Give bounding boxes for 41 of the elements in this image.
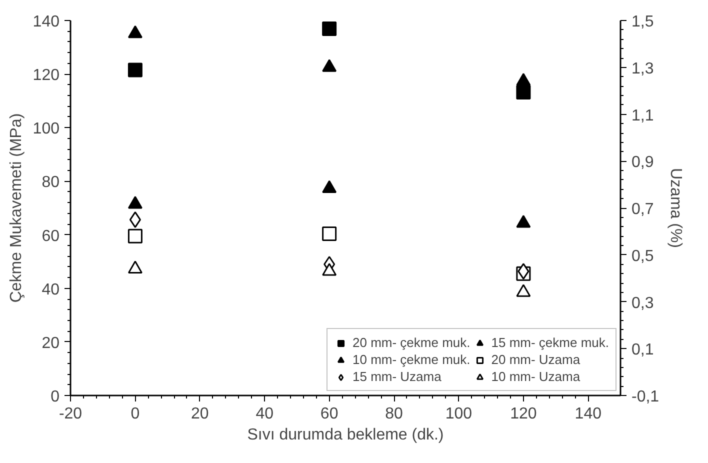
y-tick-label: 0 [50, 388, 60, 406]
y2-tick-label: 0,7 [632, 201, 654, 218]
y2-tick-label: 1,3 [632, 60, 654, 78]
y2-tick-label: 0,9 [632, 154, 654, 172]
x-tick-label: 120 [510, 406, 537, 422]
y2-tick-label: 1,5 [632, 14, 654, 30]
legend-label: 20 mm- Uzama [491, 352, 580, 367]
legend-label: 10 mm- Uzama [491, 369, 580, 384]
point [516, 215, 531, 228]
x-tick-label: 0 [130, 406, 140, 422]
x-tick-label: 60 [320, 406, 338, 422]
y-tick-label: 120 [32, 67, 60, 84]
x-tick-label: -20 [58, 406, 82, 422]
x-tick-label: 100 [445, 406, 472, 422]
y2-tick-label: 1,1 [632, 107, 654, 124]
y2-tick-label: 0,3 [632, 294, 654, 312]
legend-label: 10 mm- çekme muk. [352, 352, 470, 367]
point [128, 196, 142, 209]
x-tick-label: 20 [191, 406, 209, 422]
y-axis-title: Çekme Mukavemeti (MPa) [8, 113, 25, 303]
y-tick-label: 60 [42, 228, 60, 245]
legend-label: 15 mm- çekme muk. [491, 335, 609, 350]
x-axis-title: Sıvı durumda bekleme (dk.) [247, 426, 444, 444]
y2-axis-title: Uzama (%) [667, 168, 684, 248]
point [128, 25, 142, 38]
x-tick-label: 40 [256, 406, 274, 422]
x-tick-label: 80 [385, 406, 404, 422]
point [516, 73, 531, 86]
point [322, 59, 337, 72]
y-tick-label: 80 [42, 174, 60, 192]
point [322, 180, 337, 193]
x-tick-label: 140 [574, 406, 602, 422]
y-tick-label: 40 [42, 281, 60, 298]
y-tick-label: 140 [32, 14, 60, 30]
y2-tick-label: 0,5 [632, 248, 654, 265]
y2-tick-label: -0,1 [632, 388, 660, 406]
legend-label: 15 mm- Uzama [352, 369, 442, 384]
y-tick-label: 20 [42, 334, 60, 352]
legend-label: 20 mm- çekme muk. [352, 335, 470, 350]
y2-tick-label: 0,1 [632, 342, 654, 359]
y-tick-label: 100 [32, 120, 60, 138]
